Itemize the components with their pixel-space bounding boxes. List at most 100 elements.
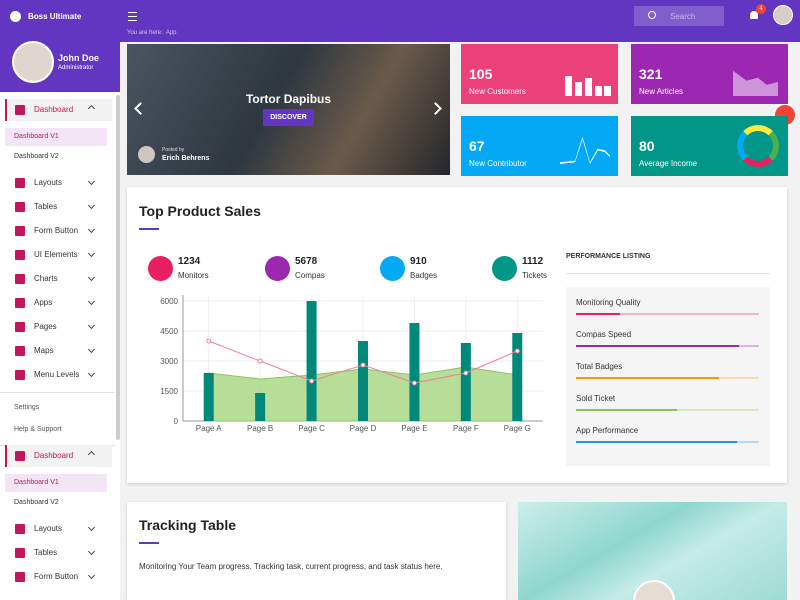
breadcrumb-current[interactable]: App — [165, 30, 177, 36]
x-tick-label: Page B — [247, 424, 273, 433]
posted-by: Posted by — [162, 147, 185, 153]
stat-name: Badges — [410, 271, 438, 280]
menu-icon — [15, 105, 25, 115]
progress-label: Monitoring Quality — [576, 298, 641, 307]
line-point — [514, 348, 520, 354]
progress-fill — [576, 313, 620, 315]
search-placeholder: Search — [670, 12, 696, 21]
menu-icon — [15, 548, 25, 558]
menu-icon — [15, 370, 25, 380]
menu-item[interactable]: Tables — [34, 202, 58, 211]
stat-name: Compas — [295, 271, 325, 280]
submenu-item[interactable]: Dashboard V2 — [14, 153, 59, 160]
submenu-item[interactable]: Dashboard V1 — [14, 479, 59, 486]
line-point — [309, 378, 315, 384]
menu-icon — [15, 250, 25, 260]
breadcrumb-label: You are here: — [127, 30, 163, 36]
logo[interactable] — [10, 11, 21, 22]
submenu-item[interactable]: Dashboard V1 — [14, 133, 59, 140]
submenu-active-bg — [5, 128, 107, 146]
menu-icon — [15, 274, 25, 284]
discover-button[interactable]: DISCOVER — [263, 109, 314, 126]
stat-icon — [380, 256, 405, 281]
menu-item[interactable]: Layouts — [34, 178, 63, 187]
title-underline — [139, 228, 159, 230]
bell-icon[interactable] — [750, 11, 758, 19]
divider — [0, 392, 115, 393]
breadcrumb: You are here: App — [127, 30, 177, 36]
menu-icon — [15, 572, 25, 582]
title-underline — [139, 542, 159, 544]
menu-item[interactable]: Dashboard — [34, 105, 74, 114]
stat-icon — [148, 256, 173, 281]
divider — [566, 273, 770, 274]
stat-label: Average Income — [639, 159, 698, 168]
progress-track — [576, 313, 759, 315]
profile-card — [518, 502, 787, 600]
menu-icon — [15, 451, 25, 461]
menu-item[interactable]: Pages — [34, 322, 57, 331]
mini-bar — [565, 76, 572, 96]
mini-bar — [604, 86, 611, 96]
hero-title: Tortor Dapibus — [245, 92, 332, 106]
menu-icon — [15, 202, 25, 212]
profile-avatar — [12, 41, 54, 83]
line-point — [360, 362, 366, 368]
menu-item[interactable]: Form Button — [34, 226, 79, 235]
sidebar-link[interactable]: Settings — [14, 404, 40, 411]
menu-item[interactable]: Dashboard — [34, 451, 74, 460]
stat-value: 80 — [639, 138, 655, 154]
menu-item[interactable]: UI Elements — [34, 250, 78, 259]
sidebar-link[interactable]: Help & Support — [14, 426, 62, 433]
stat-icon — [492, 256, 517, 281]
y-tick-label: 0 — [174, 417, 179, 426]
notification-badge: 4 — [756, 4, 766, 14]
menu-item[interactable]: Layouts — [34, 524, 63, 533]
menu-item[interactable]: Menu Levels — [34, 370, 80, 379]
menu-icon — [15, 322, 25, 332]
menu-active-bg — [5, 445, 112, 467]
menu-item[interactable]: Apps — [34, 298, 53, 307]
bar — [203, 373, 214, 421]
submenu-item[interactable]: Dashboard V2 — [14, 499, 59, 506]
progress-label: App Performance — [576, 426, 639, 435]
x-tick-label: Page D — [350, 424, 377, 433]
bar — [255, 393, 266, 421]
scrollbar[interactable] — [116, 95, 120, 440]
menu-item[interactable]: Charts — [34, 274, 58, 283]
performance-title: PERFORMANCE LISTING — [566, 253, 651, 260]
menu-icon — [15, 346, 25, 356]
stat-card[interactable] — [461, 116, 618, 176]
stat-label: New Customers — [469, 87, 526, 96]
menu-toggle[interactable] — [128, 12, 137, 21]
progress-fill — [576, 377, 719, 379]
stat-name: Tickets — [522, 271, 548, 280]
stat-name: Monitors — [178, 271, 209, 280]
x-tick-label: Page C — [298, 424, 325, 433]
stat-number: 1234 — [178, 256, 201, 267]
search-box[interactable] — [634, 6, 724, 26]
menu-icon — [15, 524, 25, 534]
menu-item[interactable]: Form Button — [34, 572, 79, 581]
menu-active-bg — [5, 99, 112, 121]
bar — [409, 323, 420, 421]
brand[interactable]: Boss Ultimate — [28, 12, 82, 21]
stat-number: 910 — [410, 256, 427, 267]
sales-chart: 0 1500 3000 4500 6000 Page A Page B Page C Page … — [160, 295, 543, 433]
menu-item[interactable]: Maps — [34, 346, 54, 355]
mini-bar — [585, 78, 592, 96]
stat-value: 321 — [639, 66, 663, 82]
progress-fill — [576, 409, 677, 411]
user-avatar[interactable] — [773, 5, 793, 25]
bar — [306, 301, 317, 421]
sales-title: Top Product Sales — [139, 203, 261, 219]
menu-item[interactable]: Tables — [34, 548, 58, 557]
progress-fill — [576, 345, 739, 347]
stat-label: New Contributor — [469, 159, 527, 168]
menu-icon — [15, 178, 25, 188]
x-tick-label: Page F — [453, 424, 479, 433]
stat-icon — [265, 256, 290, 281]
y-tick-label: 3000 — [160, 357, 178, 366]
mini-donut — [737, 125, 779, 167]
